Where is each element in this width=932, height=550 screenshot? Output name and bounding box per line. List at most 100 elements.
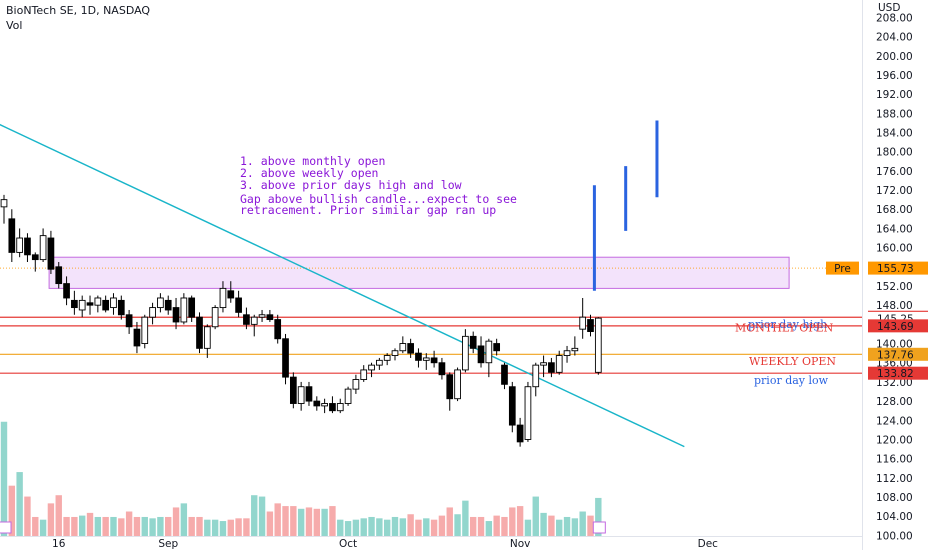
candle-body — [430, 357, 438, 364]
price-tick-label: 120.00 — [876, 434, 913, 446]
volume-bar — [211, 519, 219, 536]
volume-bar — [446, 507, 453, 536]
price-tick-label: 128.00 — [876, 396, 913, 408]
candle-body — [313, 400, 321, 407]
note-line: retracement. Prior similar gap ran up — [240, 203, 496, 217]
volume-bar — [63, 516, 70, 536]
earnings-marker[interactable] — [0, 521, 12, 534]
candle-body — [493, 343, 501, 352]
price-badge — [868, 347, 928, 361]
candle-body — [352, 379, 360, 390]
volume-bar — [102, 516, 109, 536]
earnings-marker[interactable] — [592, 521, 606, 534]
candle-body — [422, 357, 430, 361]
volume-bar — [188, 516, 195, 536]
candle-body — [563, 350, 571, 356]
volume-bar — [595, 497, 602, 536]
candle-body — [196, 316, 203, 349]
volume-bar — [219, 521, 227, 536]
volume-bar — [579, 511, 586, 536]
volume-bar — [180, 503, 188, 536]
volume-bar — [415, 519, 422, 536]
candle-body — [63, 283, 70, 299]
candle-body — [305, 386, 313, 402]
volume-bar — [329, 506, 336, 536]
volume-bar — [118, 518, 125, 536]
price-tick-label: 100.00 — [876, 530, 913, 542]
volume-bar — [86, 512, 94, 536]
candle-body — [587, 319, 594, 333]
price-tick-label: 104.00 — [876, 511, 913, 523]
candle-body — [157, 297, 164, 309]
volume-bar — [376, 518, 383, 536]
candle-body — [243, 314, 250, 325]
volume-bar — [368, 516, 375, 536]
candle-body — [391, 350, 399, 356]
price-tick-label: 168.00 — [876, 204, 913, 216]
volume-bar — [157, 516, 164, 536]
note-line: 3. above prior days high and low — [240, 178, 462, 192]
volume-bar — [24, 496, 31, 536]
price-badge-value: 137.76 — [877, 349, 914, 361]
candle-body — [462, 335, 469, 371]
price-tick-label: 184.00 — [876, 128, 913, 140]
volume-bar — [407, 514, 414, 536]
candle-body — [31, 254, 39, 261]
candle-body — [329, 403, 336, 412]
candle-body — [532, 364, 540, 388]
candle-body — [548, 362, 555, 373]
candle-body — [297, 386, 305, 404]
candle-body — [360, 369, 368, 380]
candle-body — [86, 302, 94, 306]
price-tick-label: 140.00 — [876, 339, 913, 351]
price-tick-label: 116.00 — [876, 454, 913, 466]
pre-badge-tag — [826, 261, 859, 275]
volume-bar — [321, 508, 328, 536]
time-axis[interactable]: 16 Sep Oct Nov Dec — [0, 521, 862, 550]
volume-bar — [470, 516, 477, 536]
volume-bar — [516, 506, 524, 536]
price-badge — [868, 319, 928, 333]
candle-body — [0, 199, 8, 208]
volume-bar — [133, 516, 141, 536]
volume-bar — [196, 516, 203, 536]
trendline[interactable] — [0, 123, 685, 448]
candle-body — [485, 340, 493, 364]
price-tick-label: 200.00 — [876, 51, 913, 63]
price-tick-label: 112.00 — [876, 473, 913, 485]
volume-bar — [571, 518, 579, 536]
volume-bar — [337, 519, 344, 536]
price-badge-value: 133.82 — [877, 368, 914, 380]
projection-bars[interactable] — [592, 120, 659, 291]
price-badge-value: 143.69 — [877, 321, 914, 333]
time-tick-label: Sep — [158, 538, 178, 550]
volume-bar — [313, 508, 320, 536]
candle-body — [250, 316, 258, 325]
candle-body — [24, 237, 31, 256]
price-tick-label: 172.00 — [876, 185, 913, 197]
candle-body — [383, 355, 391, 361]
candle-body — [39, 235, 47, 261]
volume-bar — [501, 516, 508, 536]
volume-bar — [438, 515, 446, 536]
weekly-open-label: WEEKLY OPEN — [749, 355, 836, 368]
candle-body — [180, 297, 188, 323]
candle-body — [258, 314, 266, 318]
volume-bar — [548, 515, 555, 536]
time-tick-label: Nov — [510, 538, 531, 550]
price-badge — [868, 366, 928, 380]
volume-bar — [383, 519, 391, 536]
volume-label: Vol — [6, 19, 23, 32]
candle-body — [211, 307, 219, 328]
volume-bar — [258, 496, 266, 536]
price-tick-label: 160.00 — [876, 243, 913, 255]
volume-bar — [16, 472, 23, 536]
trendline-segment[interactable] — [0, 123, 685, 448]
candle-body — [102, 299, 110, 311]
volume-bar — [243, 518, 250, 536]
candle-body — [219, 287, 227, 309]
candle-body — [266, 314, 274, 321]
candle-body — [149, 307, 156, 318]
